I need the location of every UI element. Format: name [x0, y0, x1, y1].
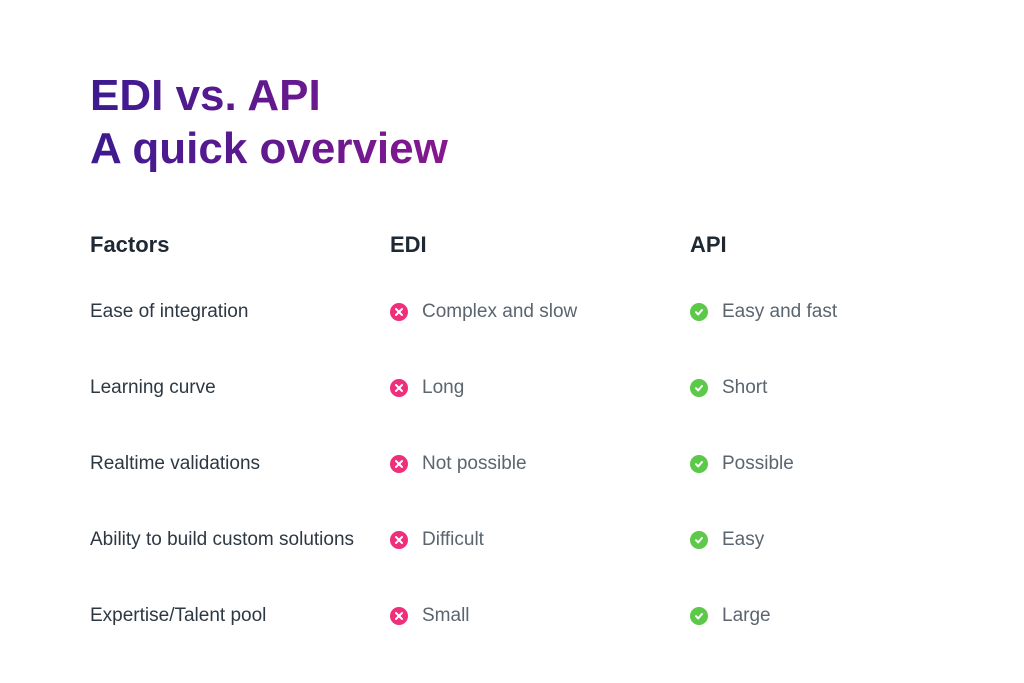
api-value: Easy — [722, 529, 764, 551]
api-cell: Large — [690, 605, 934, 627]
table-row: Expertise/Talent pool Small Large — [90, 596, 934, 636]
api-value: Possible — [722, 453, 794, 475]
factor-label: Learning curve — [90, 376, 390, 400]
infographic-container: EDI vs. API A quick overview Factors EDI… — [0, 0, 1024, 636]
table-body: Ease of integration Complex and slow Easy … — [90, 292, 934, 636]
header-api: API — [690, 232, 934, 258]
factor-label: Ease of integration — [90, 300, 390, 324]
edi-value: Difficult — [422, 529, 484, 551]
factor-label: Expertise/Talent pool — [90, 604, 390, 628]
title: EDI vs. API A quick overview — [90, 70, 934, 176]
header-edi: EDI — [390, 232, 690, 258]
api-cell: Easy and fast — [690, 301, 934, 323]
api-value: Easy and fast — [722, 301, 837, 323]
x-icon — [390, 379, 408, 397]
factor-label: Ability to build custom solutions — [90, 528, 390, 552]
edi-cell: Not possible — [390, 453, 690, 475]
edi-cell: Long — [390, 377, 690, 399]
api-value: Short — [722, 377, 767, 399]
table-row: Realtime validations Not possible Possible — [90, 444, 934, 484]
x-icon — [390, 531, 408, 549]
edi-cell: Difficult — [390, 529, 690, 551]
edi-value: Small — [422, 605, 470, 627]
edi-value: Complex and slow — [422, 301, 577, 323]
check-icon — [690, 379, 708, 397]
title-line-1: EDI vs. API — [90, 70, 934, 123]
x-icon — [390, 303, 408, 321]
check-icon — [690, 607, 708, 625]
check-icon — [690, 303, 708, 321]
check-icon — [690, 455, 708, 473]
table-row: Ability to build custom solutions Difficu… — [90, 520, 934, 560]
api-cell: Easy — [690, 529, 934, 551]
edi-value: Not possible — [422, 453, 527, 475]
x-icon — [390, 607, 408, 625]
edi-cell: Complex and slow — [390, 301, 690, 323]
x-icon — [390, 455, 408, 473]
table-row: Learning curve Long Short — [90, 368, 934, 408]
edi-value: Long — [422, 377, 464, 399]
header-factors: Factors — [90, 232, 390, 258]
api-cell: Short — [690, 377, 934, 399]
table-header-row: Factors EDI API — [90, 232, 934, 258]
table-row: Ease of integration Complex and slow Easy … — [90, 292, 934, 332]
api-cell: Possible — [690, 453, 934, 475]
check-icon — [690, 531, 708, 549]
edi-cell: Small — [390, 605, 690, 627]
api-value: Large — [722, 605, 771, 627]
title-line-2: A quick overview — [90, 123, 934, 176]
factor-label: Realtime validations — [90, 452, 390, 476]
